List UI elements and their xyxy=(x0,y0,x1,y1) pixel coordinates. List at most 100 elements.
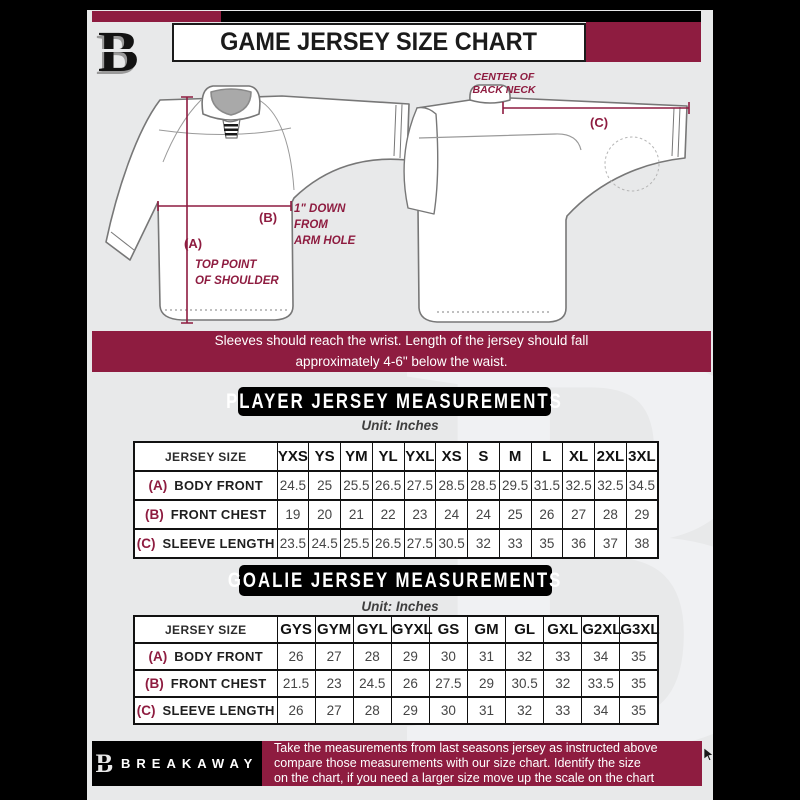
note-back-neck-line2: BACK NECK xyxy=(473,84,537,96)
note-top-point-line2: OF SHOULDER xyxy=(195,275,279,287)
value-cell: 23 xyxy=(403,499,437,530)
breakaway-logo-icon: B xyxy=(95,19,171,88)
page-title-box: GAME JERSEY SIZE CHART xyxy=(172,23,586,62)
value-cell: 32 xyxy=(543,669,583,698)
value-cell: 26 xyxy=(530,499,564,530)
top-accent-bar-maroon xyxy=(92,11,221,22)
value-cell: 32.5 xyxy=(562,470,595,501)
value-cell: 27 xyxy=(314,696,354,725)
value-cell: 25 xyxy=(498,499,532,530)
value-cell: 25.5 xyxy=(340,528,373,559)
table-row: (B) FRONT CHEST 21.5 23 24.5 26 27.5 29 30.5 32 33… xyxy=(133,669,659,698)
table-row: (C) SLEEVE LENGTH 23.5 24.5 25.5 26.5 27.5 30.5… xyxy=(133,528,659,559)
value-cell: 36 xyxy=(562,528,595,559)
value-cell: 35 xyxy=(619,696,659,725)
table-row: (C) SLEEVE LENGTH 26 27 28 29 30 31 32 33 34 35 xyxy=(133,696,659,725)
value-cell: 22 xyxy=(371,499,405,530)
sleeve-instruction-banner: Sleeves should reach the wrist. Length o… xyxy=(92,331,711,372)
size-header-cell: YL xyxy=(371,441,405,472)
player-section-title: PLAYER JERSEY MEASUREMENTS xyxy=(226,389,563,413)
value-cell: 27.5 xyxy=(428,669,468,698)
page-title: GAME JERSEY SIZE CHART xyxy=(220,28,538,56)
size-header-cell: GS xyxy=(428,615,468,644)
row-label-cell: (A) BODY FRONT xyxy=(133,642,278,671)
value-cell: 26 xyxy=(390,669,430,698)
size-header-cell: GYXL xyxy=(390,615,433,644)
logo-letter: B xyxy=(95,19,139,84)
value-cell: 26 xyxy=(276,696,316,725)
table-row: (A) BODY FRONT 24.5 25 25.5 26.5 27.5 28.5 28.5 2… xyxy=(133,470,659,501)
goalie-unit-label: Unit: Inches xyxy=(361,599,439,614)
size-header-cell: 3XL xyxy=(625,441,659,472)
value-cell: 27.5 xyxy=(403,470,437,501)
jersey-size-header-cell: JERSEY SIZE xyxy=(133,615,278,644)
value-cell: 34 xyxy=(581,696,621,725)
value-cell: 27.5 xyxy=(403,528,437,559)
value-cell: 23 xyxy=(314,669,354,698)
value-cell: 30 xyxy=(428,642,468,671)
value-cell: 35 xyxy=(530,528,564,559)
value-cell: 38 xyxy=(625,528,659,559)
row-label-cell: (B) FRONT CHEST xyxy=(133,669,278,698)
value-cell: 20 xyxy=(308,499,341,530)
size-header-cell: GXL xyxy=(543,615,583,644)
row-label: FRONT CHEST xyxy=(170,675,267,691)
value-cell: 25 xyxy=(308,470,341,501)
value-cell: 27 xyxy=(314,642,354,671)
header-maroon-block xyxy=(586,22,701,62)
size-header-cell: YXL xyxy=(403,441,437,472)
row-marker: (B) xyxy=(145,675,164,691)
row-marker: (B) xyxy=(145,506,164,522)
value-cell: 31 xyxy=(466,642,507,671)
footer-logo-b-icon: B xyxy=(95,748,115,778)
footer-brand-name: BREAKAWAY xyxy=(121,756,259,771)
value-cell: 37 xyxy=(594,528,627,559)
measurement-lines xyxy=(157,96,690,324)
row-label: SLEEVE LENGTH xyxy=(162,535,275,551)
value-cell: 28.5 xyxy=(435,470,468,501)
footer-line-1: Take the measurements from last seasons … xyxy=(274,741,658,756)
value-cell: 28 xyxy=(594,499,627,530)
table-row: (B) FRONT CHEST 19 20 21 22 23 24 24 25 26 27 28 29 xyxy=(133,499,659,530)
jersey-size-header-cell: JERSEY SIZE xyxy=(133,441,278,472)
row-label: BODY FRONT xyxy=(174,477,263,493)
value-cell: 32.5 xyxy=(594,470,627,501)
value-cell: 35 xyxy=(619,669,659,698)
value-cell: 30 xyxy=(428,696,468,725)
value-cell: 19 xyxy=(276,499,310,530)
collar-laces xyxy=(224,124,238,136)
marker-b-label: (B) xyxy=(259,210,277,225)
player-section-title-box: PLAYER JERSEY MEASUREMENTS xyxy=(226,387,561,416)
size-chart-page: B B GAME JERSEY SIZE CHART xyxy=(87,10,713,800)
footer-line-2: compare those measurements with our size… xyxy=(274,756,641,771)
value-cell: 34.5 xyxy=(625,470,659,501)
value-cell: 32 xyxy=(505,696,545,725)
size-header-cell: YM xyxy=(340,441,373,472)
note-armhole-line3: ARM HOLE xyxy=(293,235,356,247)
value-cell: 25.5 xyxy=(340,470,373,501)
value-cell: 32 xyxy=(467,528,500,559)
row-label: SLEEVE LENGTH xyxy=(162,702,275,718)
value-cell: 21.5 xyxy=(276,669,316,698)
value-cell: 28.5 xyxy=(467,470,500,501)
value-cell: 29.5 xyxy=(498,470,532,501)
value-cell: 29 xyxy=(390,642,430,671)
value-cell: 35 xyxy=(619,642,659,671)
banner-line-1: Sleeves should reach the wrist. Length o… xyxy=(214,333,589,349)
front-jersey-drawing xyxy=(105,85,410,321)
size-header-cell: GYM xyxy=(314,615,354,644)
value-cell: 23.5 xyxy=(276,528,310,559)
footer-line-3: on the chart, if you need a larger size … xyxy=(274,770,655,785)
row-label-cell: (A) BODY FRONT xyxy=(133,470,278,501)
player-unit-label: Unit: Inches xyxy=(361,418,439,433)
goalie-measurements-table: JERSEY SIZE GYS GYM GYL GYXL GS GM GL GXL G2XL G3X… xyxy=(133,615,660,725)
value-cell: 27 xyxy=(562,499,595,530)
value-cell: 33.5 xyxy=(581,669,621,698)
value-cell: 24.5 xyxy=(352,669,392,698)
row-label: FRONT CHEST xyxy=(170,506,267,522)
value-cell: 33 xyxy=(498,528,532,559)
size-header-cell: YXS xyxy=(276,441,310,472)
goalie-section-title: GOALIE JERSEY MEASUREMENTS xyxy=(228,568,563,592)
row-marker: (A) xyxy=(148,477,168,493)
size-header-cell: L xyxy=(530,441,564,472)
